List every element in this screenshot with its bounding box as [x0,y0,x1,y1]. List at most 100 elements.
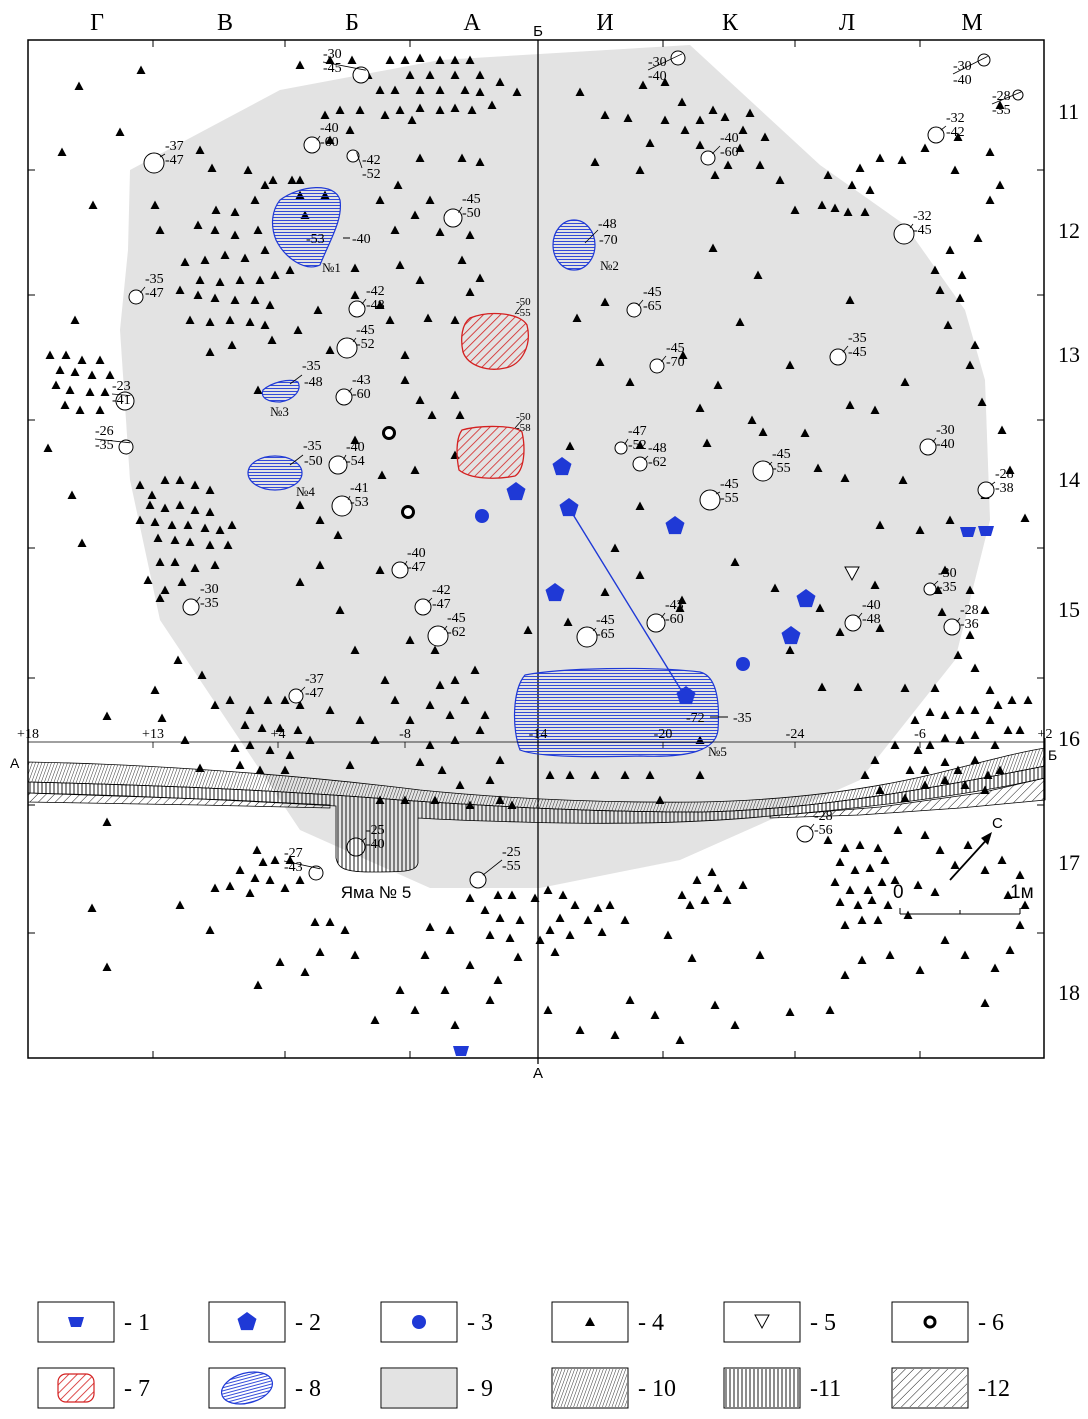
triangle-find [74,81,84,90]
triangle-find [930,683,940,692]
triangle-find [253,980,263,989]
profile-ticks: +18 +13 +4 -8 -14 -20 -24 -6 +2 [17,727,1052,748]
depth-mark: -32-42 [927,111,965,144]
triangle-find [150,517,160,526]
depth-bottom: -56 [814,823,833,838]
triangle-find [857,915,867,924]
triangle-find [263,695,273,704]
depth-top: -45 [356,323,375,338]
triangle-find [930,887,940,896]
triangle-find [170,535,180,544]
triangle-find [570,900,580,909]
pit-1: -53 -40 №1 [271,187,371,275]
depth-bottom: -45 [913,223,932,238]
depth-bottom: -40 [648,69,667,84]
triangle-find [200,523,210,532]
triangle-find [847,180,857,189]
depth-mark: -35-47 [128,272,164,305]
triangle-find [45,350,55,359]
triangle-find [955,705,965,714]
triangle-find [800,428,810,437]
depth-top: -45 [596,613,615,628]
triangle-find [915,965,925,974]
triangle-find [457,153,467,162]
triangle-find [875,623,885,632]
pit-2-top: -48 [598,217,617,232]
triangle-find [610,543,620,552]
triangle-find [190,505,200,514]
triangle-find [435,680,445,689]
triangle-find [845,885,855,894]
triangle-find [995,180,1005,189]
triangle-find [400,350,410,359]
legend-item: - 4 [551,1301,664,1343]
depth-bottom: -65 [596,627,615,642]
triangle-find [390,695,400,704]
triangle-find [385,55,395,64]
legend: - 1 - 2 - 3 - 4 - 5 - 6 - 7 - 8 - 9 - 10 -11 -12 [37,1301,1010,1409]
triangle-find [390,225,400,234]
pentagon-find [781,626,801,645]
triangle-find [713,883,723,892]
triangle-find [973,233,983,242]
triangle-find [450,675,460,684]
triangle-find [475,70,485,79]
triangle-find [475,273,485,282]
depth-top: -28 [960,603,979,618]
triangle-find [375,85,385,94]
pit-5-top: -72 [686,711,705,726]
triangle-find [977,397,987,406]
triangle-find [970,663,980,672]
depth-mark: -45-52 [336,323,375,359]
depth-mark: -37-47 [143,139,184,174]
triangle-find [407,115,417,124]
triangle-find [435,105,445,114]
triangle-find [205,317,215,326]
triangle-find [150,200,160,209]
triangle-find [465,893,475,902]
triangle-find [515,915,525,924]
column-label: В [217,10,233,36]
triangle-find [685,900,695,909]
triangle-find [1020,513,1030,522]
trapezoid-find [960,527,976,537]
triangle-find [970,730,980,739]
triangle-find [702,438,712,447]
triangle-find [385,315,395,324]
pit-4-bottom: -50 [304,454,323,469]
depth-top: -25 [502,845,521,860]
triangle-find [265,875,275,884]
triangle-find [650,1010,660,1019]
triangle-find [898,475,908,484]
profile-right-label: Б [1048,747,1057,763]
triangle-find [875,520,885,529]
triangle-find [190,480,200,489]
triangle-find [825,1005,835,1014]
depth-top: -23 [112,379,131,394]
triangle-find [840,970,850,979]
section-top-label: Б [533,23,543,40]
depth-top: -45 [643,285,662,300]
triangle-find [1003,725,1013,734]
pit-4-label: №4 [296,484,315,499]
triangle-find [625,377,635,386]
triangle-find [347,55,357,64]
triangle-find [635,440,645,449]
triangle-find [823,835,833,844]
triangle-find [565,770,575,779]
triangle-find [227,520,237,529]
triangle-find [485,995,495,1004]
profile-left-label: А [10,755,20,771]
depth-bottom: -62 [648,455,667,470]
pit-5-bottom: -35 [733,711,752,726]
depth-mark: -30-35 [923,566,957,596]
triangle-find [150,685,160,694]
depth-bottom: -60 [352,387,371,402]
triangle-find [663,930,673,939]
column-label: Л [839,10,855,36]
row-label: 11 [1058,99,1079,124]
triangle-find [590,770,600,779]
triangle-find [860,207,870,216]
depth-mark: -35-45 [829,331,867,366]
triangle-find [105,370,115,379]
